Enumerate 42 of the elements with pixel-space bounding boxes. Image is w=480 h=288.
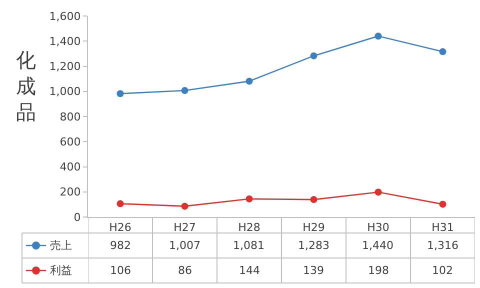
point xyxy=(116,90,124,98)
y-tick-label: 0 xyxy=(74,210,81,224)
data-label: 1,440 xyxy=(362,239,394,252)
y-tick-label: 600 xyxy=(60,135,81,148)
point xyxy=(246,78,253,85)
y-tick-label: 1,200 xyxy=(49,60,81,74)
y-tick-label: 200 xyxy=(60,186,81,199)
x-tick-label: H29 xyxy=(302,221,325,234)
data-label: 139 xyxy=(303,264,324,277)
point xyxy=(439,48,446,56)
y-tick-label: 1,400 xyxy=(49,34,81,48)
data-label: 1,007 xyxy=(169,239,200,252)
data-label: 198 xyxy=(368,264,389,277)
data-label: 86 xyxy=(178,264,192,277)
x-tick-label: H31 xyxy=(432,221,454,234)
data-label: 106 xyxy=(110,264,131,277)
data-label: 144 xyxy=(239,264,260,277)
x-tick-label: H30 xyxy=(367,221,390,234)
data-label: 982 xyxy=(110,239,131,252)
legend-label: 売上 xyxy=(50,239,72,252)
point xyxy=(116,200,124,208)
data-label: 1,081 xyxy=(233,239,264,252)
data-label: 102 xyxy=(432,264,453,277)
point xyxy=(310,52,318,60)
y-tick-label: 1,600 xyxy=(49,10,81,23)
data-label: 1,316 xyxy=(427,239,458,252)
y-axis-title: 化成品 xyxy=(16,48,36,124)
x-tick-label: H28 xyxy=(238,221,260,234)
point xyxy=(374,32,382,40)
point xyxy=(439,200,446,208)
point xyxy=(181,202,188,210)
data-label: 1,283 xyxy=(298,239,330,252)
point xyxy=(181,87,188,94)
legend-label: 利益 xyxy=(50,264,72,277)
x-tick-label: H26 xyxy=(109,221,132,234)
point xyxy=(310,196,318,204)
y-tick-label: 400 xyxy=(60,160,81,174)
x-tick-label: H27 xyxy=(174,221,196,234)
point xyxy=(374,188,382,196)
y-tick-label: 800 xyxy=(60,110,81,124)
point xyxy=(246,195,253,202)
y-tick-label: 1,000 xyxy=(49,85,81,98)
